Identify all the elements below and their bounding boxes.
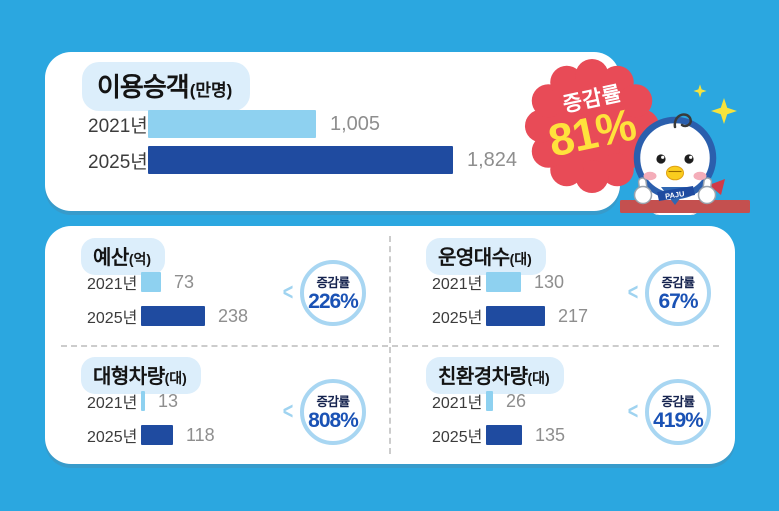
bar-2025 (148, 146, 453, 174)
quad-title: 대형차량 (93, 366, 165, 388)
year-label: 2025년 (432, 310, 483, 327)
mascot-head (633, 116, 717, 200)
circle-label: 증감률 (316, 276, 350, 290)
circle-label: 증감률 (661, 276, 695, 290)
bar-2021 (148, 110, 316, 138)
paju-mascot: PAJU (605, 75, 779, 220)
quad-budget: 예산 (억) 2021년 73 2025년 238 < 증감률 226% (45, 226, 390, 345)
year-label: 2025년 (87, 310, 138, 327)
mascot-shelf (620, 200, 750, 213)
change-circle: 증감률 67% (645, 260, 711, 326)
fleet-title-pill: 운영대수 (대) (426, 238, 546, 275)
change-circle: 증감률 419% (645, 379, 711, 445)
large-vehicles-row-2021: 2021년 13 (87, 390, 179, 413)
bar-2025 (486, 306, 545, 326)
circle-value: 808% (308, 409, 359, 432)
quad-title: 친환경차량 (438, 366, 528, 388)
passengers-title: 이용승객 (97, 72, 190, 102)
value-label: 118 (186, 424, 215, 445)
quad-unit: (대) (164, 370, 187, 386)
svg-text:PAJU: PAJU (664, 189, 685, 201)
value-label: 13 (158, 390, 179, 411)
value-label: 130 (534, 271, 565, 292)
value-label: 1,005 (330, 112, 381, 135)
passengers-title-pill: 이용승객 (만명) (82, 62, 251, 111)
chevron-left-icon: < (282, 398, 294, 425)
mascot-scarf-tail (709, 179, 725, 195)
circle-label: 증감률 (661, 395, 695, 409)
passengers-unit: (만명) (189, 81, 233, 100)
scallop-shape-icon (524, 58, 660, 194)
year-label: 2021년 (87, 395, 138, 412)
year-label: 2021년 (88, 115, 148, 137)
horizontal-dashed-divider (61, 345, 719, 347)
circle-label: 증감률 (316, 395, 350, 409)
value-label: 26 (506, 390, 527, 411)
mascot-beak (666, 165, 684, 181)
budget-title-pill: 예산 (억) (81, 238, 166, 275)
eco-vehicles-row-2021: 2021년 26 (432, 390, 527, 413)
year-label: 2025년 (432, 429, 483, 446)
quad-title: 운영대수 (438, 247, 510, 269)
change-circle: 증감률 226% (300, 260, 366, 326)
passengers-row-2025: 2025년 1,824 (88, 146, 517, 174)
bar-2021 (486, 272, 521, 292)
quad-large-vehicles: 대형차량 (대) 2021년 13 2025년 118 < 증감률 808% (45, 345, 390, 464)
passengers-card: 이용승객 (만명) 2021년 1,005 2025년 1,824 (45, 52, 620, 211)
mascot-hair-curl (673, 113, 692, 129)
quad-fleet: 운영대수 (대) 2021년 130 2025년 217 < 증감률 67% (390, 226, 735, 345)
bar-2021 (486, 391, 493, 411)
value-label: 135 (535, 424, 566, 445)
chevron-left-icon: < (627, 279, 639, 306)
large-vehicles-change-badge: < 증감률 808% (281, 379, 366, 445)
budget-change-badge: < 증감률 226% (281, 260, 366, 326)
change-rate-badge: 증감률 81% (524, 58, 660, 194)
year-label: 2025년 (87, 429, 138, 446)
mascot-cheeks (643, 171, 707, 181)
quad-unit: (억) (128, 251, 152, 267)
quad-eco-vehicles: 친환경차량 (대) 2021년 26 2025년 135 < 증감률 419% (390, 345, 735, 464)
year-label: 2021년 (432, 395, 483, 412)
bar-2025 (486, 425, 522, 445)
passengers-row-2021: 2021년 1,005 (88, 110, 380, 138)
mascot-eyes (656, 154, 694, 164)
sparkle-icon (693, 84, 737, 124)
year-label: 2021년 (87, 276, 138, 293)
circle-value: 226% (308, 290, 359, 313)
value-label: 1,824 (467, 148, 518, 171)
budget-row-2021: 2021년 73 (87, 271, 195, 294)
circle-value: 419% (653, 409, 704, 432)
eco-vehicles-change-badge: < 증감률 419% (626, 379, 711, 445)
year-label: 2025년 (88, 151, 148, 173)
fleet-row-2021: 2021년 130 (432, 271, 565, 294)
mascot-scarf: PAJU (657, 186, 695, 205)
large-vehicles-title-pill: 대형차량 (대) (81, 357, 201, 394)
change-circle: 증감률 808% (300, 379, 366, 445)
bar-2021 (141, 391, 145, 411)
quad-unit: (대) (509, 251, 532, 267)
bar-2021 (141, 272, 161, 292)
eco-vehicles-title-pill: 친환경차량 (대) (426, 357, 564, 394)
quad-unit: (대) (527, 370, 550, 386)
stats-card: 예산 (억) 2021년 73 2025년 238 < 증감률 226% (45, 226, 735, 464)
eco-vehicles-row-2025: 2025년 135 (432, 424, 566, 447)
budget-row-2025: 2025년 238 (87, 305, 249, 328)
bar-2025 (141, 306, 205, 326)
value-label: 217 (558, 305, 589, 326)
value-label: 73 (174, 271, 195, 292)
mascot-hands (633, 177, 717, 205)
value-label: 238 (218, 305, 249, 326)
bar-2025 (141, 425, 173, 445)
large-vehicles-row-2025: 2025년 118 (87, 424, 215, 447)
chevron-left-icon: < (282, 279, 294, 306)
circle-value: 67% (658, 290, 698, 313)
chevron-left-icon: < (627, 398, 639, 425)
fleet-row-2025: 2025년 217 (432, 305, 589, 328)
fleet-change-badge: < 증감률 67% (626, 260, 711, 326)
year-label: 2021년 (432, 276, 483, 293)
quad-title: 예산 (93, 247, 129, 269)
